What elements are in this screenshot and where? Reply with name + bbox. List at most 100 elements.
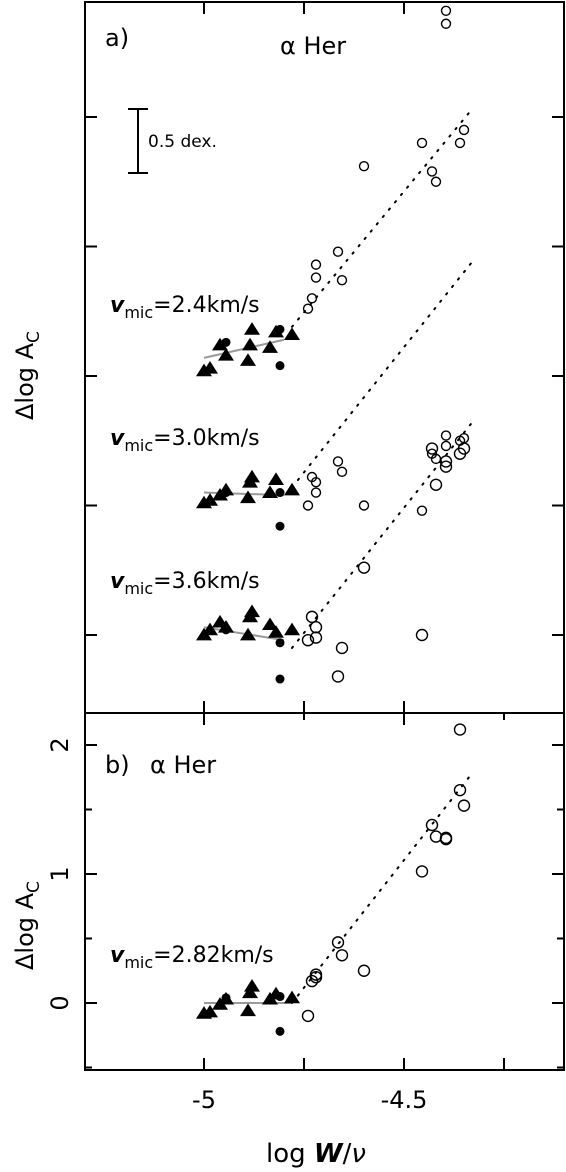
filled-dot-point	[275, 674, 285, 684]
trend-line	[291, 108, 473, 328]
open-circle-point	[440, 430, 452, 441]
panel-a-label: a)	[105, 24, 129, 52]
open-circle-point	[335, 949, 349, 962]
x-axis-label: log W/ν	[266, 1139, 366, 1169]
triangle-point	[202, 622, 218, 636]
open-circle-point	[415, 865, 429, 878]
open-circle-point	[310, 487, 322, 498]
triangle-point	[202, 361, 218, 374]
filled-dot-point	[275, 324, 285, 334]
open-circle-point	[429, 478, 443, 491]
x-tick-neg5: -5	[192, 1086, 216, 1114]
open-circle-point	[430, 176, 442, 187]
open-circle-point	[416, 505, 428, 516]
open-circle-point	[440, 440, 452, 452]
triangle-point	[218, 348, 234, 361]
triangle-point	[244, 322, 260, 335]
open-circle-point	[454, 137, 466, 149]
open-circle-point	[358, 161, 370, 172]
triangle-point	[240, 627, 256, 641]
panel-a-ylabel: Δlog AC	[11, 331, 44, 420]
open-circle-point	[439, 831, 453, 845]
open-circle-point	[310, 272, 322, 283]
triangle-point	[240, 490, 256, 504]
triangle-point	[284, 990, 300, 1004]
panel-b-title: α Her	[150, 751, 216, 779]
open-circle-point	[310, 259, 322, 270]
open-circle-point	[306, 293, 318, 304]
panel-a-title: α Her	[280, 32, 346, 60]
triangle-point	[202, 493, 218, 506]
open-circle-point	[301, 1009, 315, 1023]
panel-b-label: b)	[105, 751, 130, 779]
panel-b-ylabel: Δlog AC	[11, 881, 44, 970]
open-circle-point	[429, 830, 443, 843]
open-circle-point	[457, 442, 471, 455]
open-circle-point	[358, 500, 370, 511]
open-circle-point	[302, 500, 314, 511]
open-circle-point	[309, 621, 323, 634]
triangle-point	[242, 985, 258, 999]
filled-dot-point	[221, 625, 231, 635]
series-label-3-6: vmic=3.6km/s	[110, 569, 260, 598]
filled-dot-point	[275, 992, 285, 1002]
triangle-point	[284, 327, 300, 340]
open-circle-point	[440, 5, 452, 17]
triangle-point	[268, 472, 284, 485]
scale-bar-label: 0.5 dex.	[148, 132, 217, 152]
chart-marks	[85, 2, 564, 1070]
triangle-point	[244, 469, 260, 483]
triangle-point	[202, 1004, 218, 1018]
open-circle-point	[331, 936, 345, 949]
triangle-point	[262, 485, 278, 498]
y-tick-1: 1	[46, 866, 74, 881]
open-circle-point	[425, 818, 439, 832]
open-circle-point	[332, 246, 344, 257]
triangle-point	[284, 482, 300, 496]
open-circle-point	[357, 561, 371, 574]
panel-a-frame	[84, 1, 565, 714]
open-circle-point	[415, 628, 429, 642]
x-tick-neg4-5: -4.5	[381, 1086, 428, 1114]
triangle-point	[244, 604, 260, 618]
open-circle-point	[309, 968, 323, 981]
triangle-point	[268, 625, 284, 638]
filled-dot-point	[275, 488, 285, 498]
series-label-2-4: vmic=2.4km/s	[110, 293, 260, 322]
triangle-point	[284, 622, 300, 636]
open-circle-point	[457, 799, 471, 812]
open-circle-point	[335, 641, 349, 655]
fit-line	[203, 626, 285, 642]
open-circle-point	[305, 974, 319, 988]
y-tick-2: 2	[46, 737, 74, 752]
filled-dot-point	[221, 337, 231, 347]
triangle-point	[212, 337, 228, 351]
open-circle-point	[302, 303, 314, 314]
triangle-point	[240, 353, 256, 366]
open-circle-point	[357, 964, 371, 977]
triangle-point	[242, 337, 258, 351]
triangle-point	[244, 979, 260, 992]
filled-dot-point	[275, 638, 285, 648]
filled-dot-point	[275, 361, 285, 371]
open-circle-point	[309, 631, 323, 644]
open-circle-point	[453, 783, 467, 797]
open-circle-point	[336, 466, 348, 478]
open-circle-point	[453, 723, 467, 736]
open-circle-point	[310, 476, 322, 488]
filled-dot-point	[275, 1026, 285, 1036]
open-circle-point	[426, 166, 438, 177]
series-label-3-0: vmic=3.0km/s	[110, 426, 260, 455]
filled-dot-point	[275, 521, 285, 531]
open-circle-point	[425, 442, 439, 455]
triangle-point	[262, 617, 278, 631]
open-circle-point	[440, 18, 452, 29]
open-circle-point	[439, 460, 453, 473]
y-tick-0: 0	[46, 995, 74, 1010]
open-circle-point	[416, 137, 428, 149]
open-circle-point	[458, 124, 470, 136]
open-circle-point	[305, 610, 319, 624]
panel-b-frame	[84, 712, 565, 1071]
open-circle-point	[439, 455, 453, 468]
